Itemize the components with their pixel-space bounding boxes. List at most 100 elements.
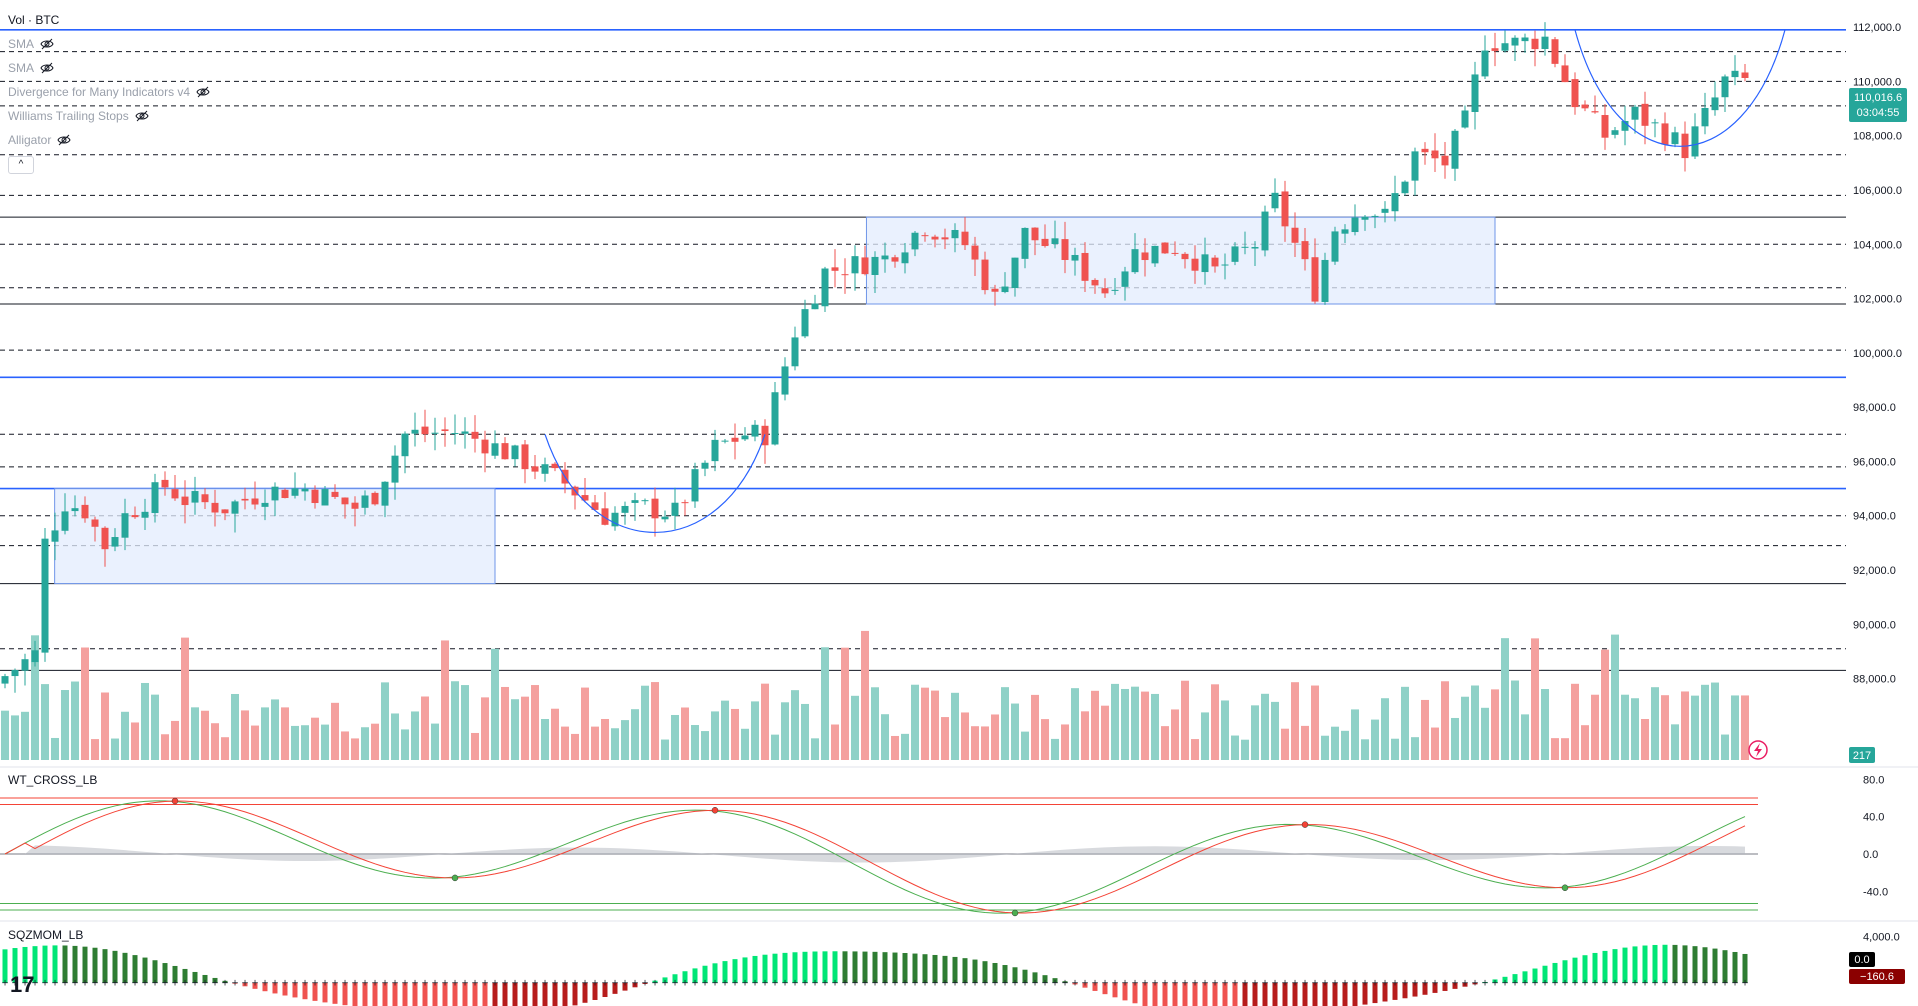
candle[interactable]	[771, 381, 779, 446]
candle[interactable]	[401, 431, 409, 474]
eye-hidden-icon[interactable]	[196, 85, 210, 99]
candle[interactable]	[1281, 180, 1289, 242]
candle[interactable]	[511, 444, 519, 467]
candle[interactable]	[1431, 133, 1439, 172]
candle[interactable]	[1001, 272, 1009, 294]
candle[interactable]	[111, 528, 119, 552]
candle[interactable]	[681, 499, 689, 516]
candle[interactable]	[371, 491, 379, 506]
candle[interactable]	[251, 481, 259, 510]
candle[interactable]	[551, 462, 559, 472]
candle[interactable]	[1091, 278, 1099, 294]
candle[interactable]	[1471, 61, 1479, 130]
candle[interactable]	[121, 498, 129, 551]
candle[interactable]	[831, 249, 839, 288]
candle[interactable]	[1631, 104, 1639, 134]
candle[interactable]	[691, 462, 699, 508]
candle[interactable]	[1, 673, 9, 689]
candle[interactable]	[961, 216, 969, 250]
eye-hidden-icon[interactable]	[57, 133, 71, 147]
candle[interactable]	[151, 473, 159, 523]
candle[interactable]	[1131, 233, 1139, 274]
candle[interactable]	[1461, 105, 1469, 129]
candle[interactable]	[221, 509, 229, 521]
candle[interactable]	[1271, 178, 1279, 213]
candle[interactable]	[1341, 224, 1349, 243]
sqzmom-pane[interactable]: + + + + + + + + + + + + + + + + + + + + + + + + + + + + + + + + + + + + + + + +…	[0, 920, 1918, 1006]
legend-row-alligator[interactable]: Alligator	[8, 128, 210, 152]
wt-cross-pane[interactable]: 80.0 40.0 0.0 -40.0	[0, 766, 1918, 917]
candle[interactable]	[731, 423, 739, 460]
candle[interactable]	[1571, 72, 1579, 115]
candle[interactable]	[1721, 74, 1729, 113]
candle[interactable]	[811, 294, 819, 310]
price-axis[interactable]: 112,000.0 110,000.0 108,000.0 106,000.0 104,…	[1853, 22, 1902, 685]
candle[interactable]	[521, 439, 529, 484]
candle[interactable]	[381, 481, 389, 518]
candle[interactable]	[1201, 237, 1209, 285]
candle[interactable]	[1231, 242, 1239, 266]
candle[interactable]	[651, 487, 659, 537]
candle[interactable]	[541, 457, 549, 482]
candle[interactable]	[1031, 227, 1039, 256]
candle[interactable]	[461, 417, 469, 449]
candle[interactable]	[1441, 141, 1449, 179]
candle[interactable]	[321, 485, 329, 506]
candle[interactable]	[61, 493, 69, 535]
collapse-legend-button[interactable]: ^	[8, 156, 34, 174]
candle[interactable]	[421, 409, 429, 443]
candle[interactable]	[901, 242, 909, 274]
candle[interactable]	[1451, 128, 1459, 181]
candle[interactable]	[1421, 142, 1429, 165]
candle[interactable]	[1331, 226, 1339, 265]
candle[interactable]	[1151, 245, 1159, 267]
candle[interactable]	[791, 326, 799, 371]
legend-row-divergence[interactable]: Divergence for Many Indicators v4	[8, 80, 210, 104]
candle[interactable]	[141, 498, 149, 531]
legend-row-sma-2[interactable]: SMA	[8, 56, 210, 80]
candle[interactable]	[1191, 245, 1199, 284]
candle[interactable]	[51, 512, 59, 561]
candles[interactable]	[1, 22, 1749, 693]
candle[interactable]	[1011, 257, 1019, 297]
candle[interactable]	[311, 485, 319, 509]
candle[interactable]	[21, 653, 29, 686]
candle[interactable]	[1081, 242, 1089, 293]
candle[interactable]	[981, 251, 989, 295]
candle[interactable]	[181, 480, 189, 524]
candle[interactable]	[1541, 22, 1549, 56]
candle[interactable]	[1391, 175, 1399, 222]
candle[interactable]	[491, 430, 499, 459]
candle[interactable]	[1481, 35, 1489, 79]
candle[interactable]	[1601, 104, 1609, 150]
candle[interactable]	[161, 471, 169, 496]
candle[interactable]	[1221, 253, 1229, 280]
candle[interactable]	[1501, 30, 1509, 53]
candle[interactable]	[191, 476, 199, 515]
candle[interactable]	[571, 485, 579, 510]
candle[interactable]	[1671, 126, 1679, 148]
candle[interactable]	[441, 417, 449, 447]
candle[interactable]	[481, 430, 489, 473]
candle[interactable]	[1041, 224, 1049, 248]
candle[interactable]	[211, 489, 219, 527]
candle[interactable]	[531, 454, 539, 480]
candle[interactable]	[1641, 91, 1649, 145]
candle[interactable]	[201, 488, 209, 509]
candle[interactable]	[261, 489, 269, 521]
candle[interactable]	[941, 228, 949, 250]
candle[interactable]	[871, 251, 879, 294]
lightning-icon[interactable]	[1748, 740, 1768, 760]
candle[interactable]	[1071, 247, 1079, 276]
candle[interactable]	[851, 245, 859, 291]
candle[interactable]	[291, 472, 299, 499]
candle[interactable]	[1141, 238, 1149, 277]
eye-hidden-icon[interactable]	[135, 109, 149, 123]
candle[interactable]	[1531, 30, 1539, 67]
candle[interactable]	[1561, 54, 1569, 83]
candle[interactable]	[281, 488, 289, 499]
candle[interactable]	[1581, 100, 1589, 112]
candle[interactable]	[911, 231, 919, 257]
candle[interactable]	[1361, 214, 1369, 231]
